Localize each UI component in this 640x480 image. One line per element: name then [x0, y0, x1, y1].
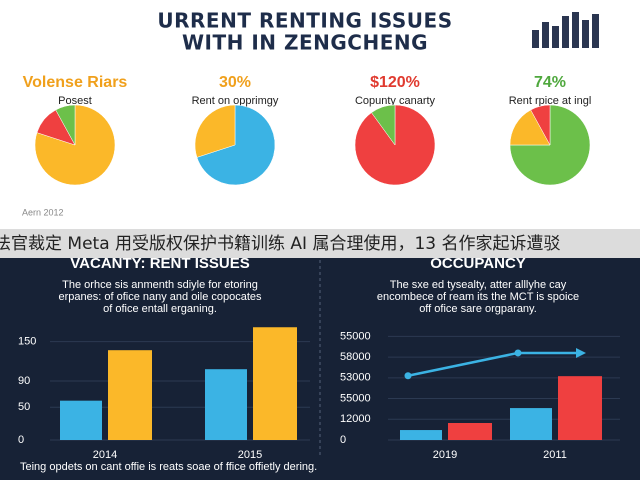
- line-point: [514, 349, 522, 357]
- panel-text: erpanes: of ofice nany and oile copocate…: [58, 291, 262, 303]
- bar: [400, 430, 442, 440]
- pie-title: Volense Riars: [23, 74, 128, 91]
- pie-slice: [509, 109, 551, 146]
- bar: [510, 408, 552, 440]
- panel-text: encombece of ream its the MCT is spoice: [377, 291, 579, 303]
- pie-slice: [371, 104, 396, 146]
- source-note: Aern 2012: [22, 207, 64, 217]
- bar: [60, 400, 102, 440]
- bar: [448, 423, 492, 440]
- bar-icon: [532, 12, 599, 48]
- line: [407, 351, 519, 377]
- y-tick-label: 55000: [340, 330, 371, 342]
- pie-slice: [55, 104, 76, 146]
- panel-title: VACANTY: RENT ISSUES: [70, 255, 249, 272]
- y-tick-label: 0: [340, 434, 346, 446]
- pie-subtitle: Copunty canarty: [355, 95, 436, 107]
- pie-slice: [530, 104, 551, 146]
- y-tick-label: 50: [18, 401, 30, 413]
- bar: [108, 350, 152, 440]
- y-tick-label: 55000: [340, 392, 371, 404]
- x-tick-label: 2014: [93, 449, 117, 461]
- bar: [558, 376, 602, 440]
- panel-text: The sxe ed tysealty, atter alllyhe cay: [390, 279, 567, 291]
- banner-text: 法官裁定 Meta 用受版权保护书籍训练 AI 属合理使用，13 名作家起诉遭驳: [0, 233, 561, 254]
- panel-text: The orhce sis anmenth sdiyle for etoring: [62, 279, 258, 291]
- pie-title: $120%: [370, 74, 420, 91]
- pie-title: 74%: [534, 74, 566, 91]
- y-tick-label: 53000: [340, 372, 371, 384]
- pie-title: 30%: [219, 74, 251, 91]
- panel-text: off ofice sare orgparany.: [419, 303, 537, 315]
- pie-slice: [196, 104, 276, 186]
- panel-title: OCCUPANCY: [430, 255, 526, 272]
- bar: [205, 369, 247, 440]
- pie-subtitle: Rent on opprimgy: [192, 95, 279, 107]
- y-tick-label: 0: [18, 434, 24, 446]
- y-tick-label: 90: [18, 375, 30, 387]
- title-line: URRENT RENTING ISSUES: [157, 9, 452, 33]
- y-tick-label: 58000: [340, 351, 371, 363]
- pie-subtitle: Rent rpice at ingl: [509, 95, 592, 107]
- bar: [253, 327, 297, 440]
- panel-text: of ofice entall erganing.: [103, 303, 217, 315]
- pie-subtitle: Posest: [58, 95, 92, 107]
- footnote: Teing opdets on cant offie is reats soae…: [20, 461, 317, 473]
- banner: [0, 229, 640, 258]
- x-tick-label: 2019: [433, 449, 457, 461]
- y-tick-label: 12000: [340, 413, 371, 425]
- x-tick-label: 2015: [238, 449, 262, 461]
- line-point: [404, 372, 412, 380]
- x-tick-label: 2011: [543, 449, 567, 461]
- pie-slice: [194, 104, 236, 158]
- y-tick-label: 150: [18, 336, 36, 348]
- arrow-head: [576, 347, 586, 358]
- title-line: WITH IN ZENGCHENG: [182, 31, 428, 55]
